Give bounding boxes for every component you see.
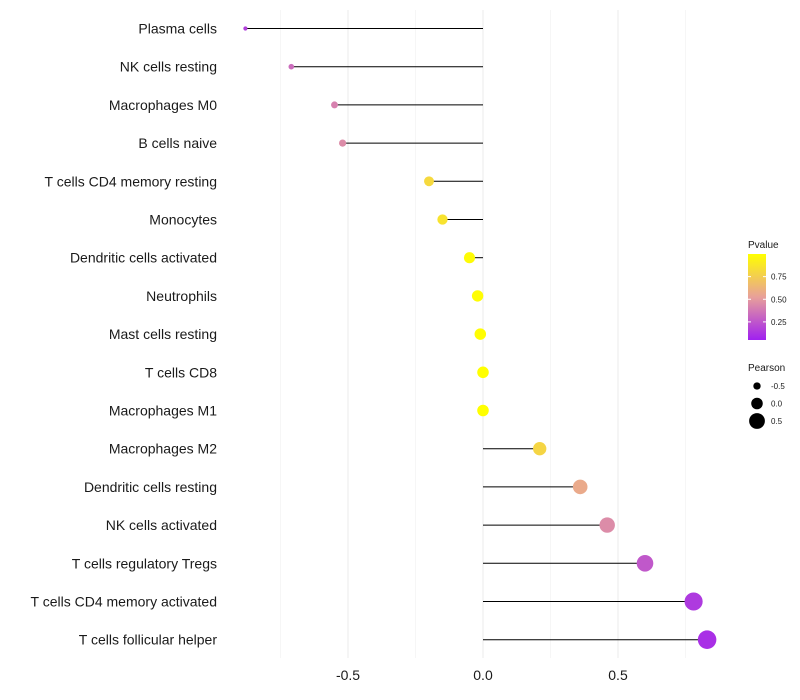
lollipop-point	[599, 517, 615, 533]
lollipop-point	[463, 252, 476, 264]
x-tick-label: -0.5	[336, 667, 360, 683]
lollipop-point	[636, 555, 654, 572]
lollipop-points	[243, 26, 717, 649]
lollipop-point	[471, 290, 484, 302]
category-label: Macrophages M1	[109, 403, 217, 419]
lollipop-point	[572, 479, 588, 495]
category-label: Macrophages M0	[109, 97, 217, 113]
lollipop-point	[288, 63, 295, 70]
category-label: Dendritic cells activated	[70, 250, 217, 266]
pearson-size-key	[749, 413, 765, 429]
pvalue-legend: Pvalue 0.75 0.50 0.25	[748, 240, 787, 340]
category-label: Mast cells resting	[109, 326, 217, 342]
lollipop-point	[697, 630, 717, 649]
category-label: NK cells activated	[106, 517, 217, 533]
lollipop-point	[477, 366, 489, 379]
lollipop-point	[243, 26, 248, 31]
x-tick-label: 0.0	[473, 667, 493, 683]
pearson-size-label: 0.0	[771, 400, 783, 409]
category-label: Dendritic cells resting	[84, 479, 217, 495]
pearson-size-label: -0.5	[771, 382, 785, 391]
category-label: T cells follicular helper	[79, 632, 218, 648]
lollipop-point	[339, 139, 347, 147]
category-label: Neutrophils	[146, 288, 217, 304]
pvalue-colorbar	[748, 254, 766, 340]
category-label: T cells CD4 memory resting	[45, 173, 217, 189]
pearson-size-label: 0.5	[771, 417, 783, 426]
lollipop-point	[437, 214, 448, 225]
category-label: T cells regulatory Tregs	[72, 555, 217, 571]
pearson-legend: Pearson -0.5 0.0 0.5	[748, 363, 785, 429]
lollipop-point	[477, 404, 489, 417]
category-labels: Plasma cells NK cells resting Macrophages …	[31, 21, 218, 648]
pvalue-tick-label: 0.25	[771, 318, 787, 327]
category-label: B cells naive	[138, 135, 217, 151]
lollipop-point	[684, 592, 703, 611]
pvalue-tick-label: 0.50	[771, 295, 787, 304]
x-tick-label: 0.5	[608, 667, 628, 683]
category-label: Plasma cells	[138, 21, 217, 37]
category-label: Macrophages M2	[109, 441, 217, 457]
pearson-legend-title: Pearson	[748, 363, 785, 374]
lollipop-point	[474, 328, 487, 340]
category-label: NK cells resting	[120, 59, 217, 75]
lollipop-point	[424, 176, 434, 187]
pearson-size-key	[753, 382, 761, 390]
x-axis-ticks: -0.5 0.0 0.5	[336, 667, 628, 683]
pvalue-tick-label: 0.75	[771, 273, 787, 282]
category-label: T cells CD8	[145, 364, 217, 380]
category-label: Monocytes	[149, 212, 217, 228]
category-label: T cells CD4 memory activated	[31, 594, 217, 610]
lollipop-point	[533, 442, 547, 456]
pearson-size-key	[751, 397, 763, 410]
pvalue-legend-title: Pvalue	[748, 240, 779, 251]
lollipop-point	[331, 101, 338, 109]
